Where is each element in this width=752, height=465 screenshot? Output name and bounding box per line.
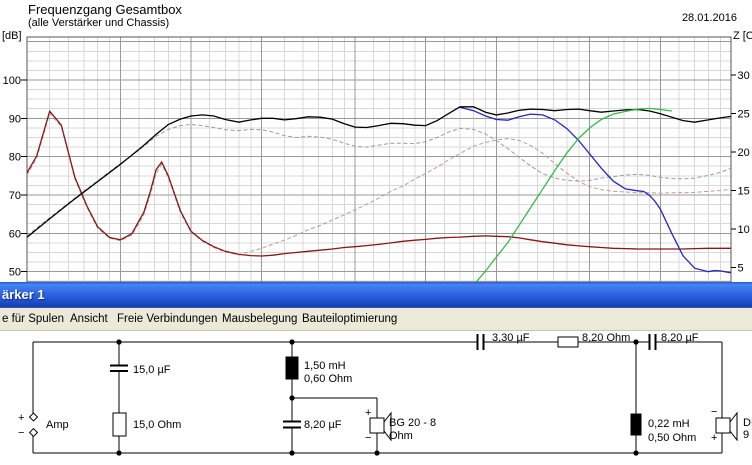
schematic-label: 8,20 Ohm	[582, 332, 630, 344]
page-subtitle: (alle Verstärker und Chassis)	[28, 17, 170, 29]
y-right-tick-label: 25	[738, 109, 750, 121]
junction-dot	[374, 450, 380, 456]
schematic-label: +	[18, 412, 24, 424]
schematic-label: DHT	[743, 417, 752, 429]
menu-bar: e für Spulen Ansicht Freie Verbindungen …	[0, 308, 752, 331]
junction-dot	[116, 339, 122, 345]
schematic-label: −	[711, 406, 717, 418]
series-impedance-total	[27, 109, 731, 257]
speaker-cone-icon[interactable]	[383, 411, 392, 442]
menu-item-freie-verbindungen[interactable]: Freie Verbindungen	[117, 313, 218, 325]
schematic-label: 8,20 µF	[661, 332, 699, 344]
y-left-tick-label: 90	[9, 113, 21, 125]
y-left-tick-label: 100	[3, 75, 21, 87]
schematic-label: +	[711, 432, 717, 444]
speaker-body[interactable]	[369, 417, 385, 434]
junction-dot	[289, 339, 295, 345]
junction-dot	[289, 450, 295, 456]
schematic-label: 15,0 µF	[133, 364, 171, 376]
junction-dot	[289, 395, 295, 401]
y-right-tick-label: 30	[738, 70, 750, 82]
series-spl-woofer-branch-blue	[459, 106, 731, 274]
amp-terminal[interactable]	[28, 412, 39, 422]
schematic-label: Amp	[46, 419, 69, 431]
y-right-axis-unit: Z [O	[733, 30, 752, 42]
schematic-label: −	[365, 432, 371, 444]
window-titlebar[interactable]: ärker 1	[0, 282, 752, 308]
y-left-axis-unit: [dB]	[2, 30, 22, 42]
schematic-label: 1,50 mH	[304, 360, 346, 372]
window-title: ärker 1	[2, 287, 45, 302]
speaker-body[interactable]	[715, 417, 731, 434]
resistor[interactable]	[112, 412, 127, 437]
y-right-tick-label: 15	[738, 186, 750, 198]
schematic-label: 0,50 Ohm	[648, 432, 696, 444]
schematic-label: 9 8	[743, 429, 752, 441]
schematic-label: 0,60 Ohm	[304, 373, 352, 385]
frequency-response-chart: 100 90 80 70 60 50 30 25 20 15 10 5	[3, 36, 750, 282]
y-left-tick-label: 70	[9, 190, 21, 202]
junction-dot	[633, 450, 639, 456]
y-left-tick-label: 50	[9, 267, 21, 279]
series-impedance-dashed-pink	[27, 112, 731, 256]
series-spl-total-black	[27, 106, 731, 238]
plot-frame	[26, 36, 732, 282]
inductor[interactable]	[285, 356, 299, 380]
y-right-tick-label: 10	[738, 224, 750, 236]
y-right-tick-label: 20	[738, 147, 750, 159]
menu-item-bauteiloptimierung[interactable]: Bauteiloptimierung	[302, 313, 398, 325]
schematic-label: 8,20 µF	[304, 419, 342, 431]
speaker-cone-icon[interactable]	[729, 411, 738, 442]
schematic-label: BG 20 - 8	[389, 417, 436, 429]
inductor[interactable]	[630, 413, 642, 436]
menu-item-spulen[interactable]: e für Spulen	[2, 313, 65, 325]
schematic-label: 15,0 Ohm	[133, 419, 181, 431]
schematic-label: −	[18, 427, 24, 439]
menu-item-mausbelegung[interactable]: Mausbelegung	[222, 313, 298, 325]
junction-dot	[116, 450, 122, 456]
schematic-label: +	[365, 407, 371, 419]
junction-dot	[633, 339, 639, 345]
series-spl-chassis-dashed-gray	[27, 123, 731, 237]
chart-date: 28.01.2016	[681, 12, 737, 24]
menu-item-ansicht[interactable]: Ansicht	[70, 313, 108, 325]
schematic-label: 0,22 mH	[648, 418, 690, 430]
page-title: Frequenzgang Gesamtbox	[28, 2, 182, 17]
amp-terminal[interactable]	[28, 427, 39, 438]
series-spl-tweeter-branch-green	[475, 107, 672, 282]
crossover-schematic: + − Amp 15,0 µF 15,0 Ohm 1,50 mH0,60 Ohm 8,20 …	[0, 331, 752, 465]
schematic-label: Ohm	[389, 430, 413, 442]
resistor[interactable]	[557, 336, 579, 348]
y-right-tick-label: 5	[738, 263, 744, 275]
y-left-tick-label: 80	[9, 152, 21, 164]
y-left-tick-label: 60	[9, 228, 21, 240]
schematic-label: 3,30 µF	[492, 332, 530, 344]
